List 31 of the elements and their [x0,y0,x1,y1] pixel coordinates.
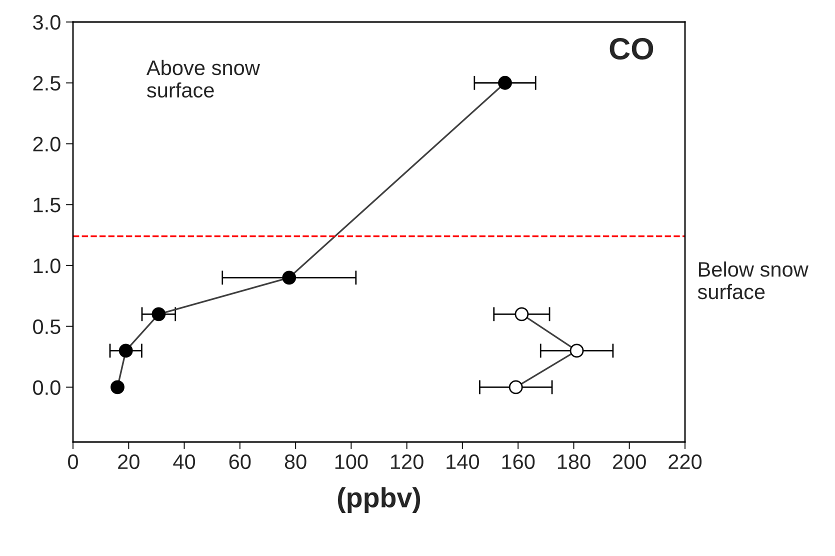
chart-title: CO [610,38,654,60]
y-tick-label: 2.5 [33,76,60,91]
text: Below snow surface [698,261,808,300]
y-tick-label: 3.0 [33,15,60,30]
point [570,344,584,358]
y-tick-label: 0.5 [33,319,60,334]
x-tick-label: 100 [335,454,368,470]
point [118,344,133,358]
x-tick-label: 180 [558,454,590,470]
point [508,380,523,394]
x-tick-label: 0 [68,454,78,470]
y-tick-label: 1.0 [34,258,60,274]
x-tick-label: 220 [668,454,702,470]
y-tick-label: 1.5 [34,198,60,212]
point [282,270,296,285]
x-tick-label: 40 [173,454,196,470]
x-tick-label: 60 [229,454,251,470]
x-tick-label: 120 [391,454,424,470]
point [514,307,529,322]
x-tick-label: 140 [446,454,480,470]
point [152,307,166,322]
x-tick-label: 80 [284,454,306,470]
x-tick-label: 20 [118,454,140,470]
point [110,380,124,394]
x-axis-title: (ppbv) [338,487,420,514]
annotation: Above snow surface [146,60,260,98]
x-tick-label: 160 [502,454,535,470]
point [498,76,512,90]
y-tick-label: 2.0 [33,136,60,152]
y-tick-label: 0.0 [33,380,60,395]
x-tick-label: 200 [613,454,646,470]
